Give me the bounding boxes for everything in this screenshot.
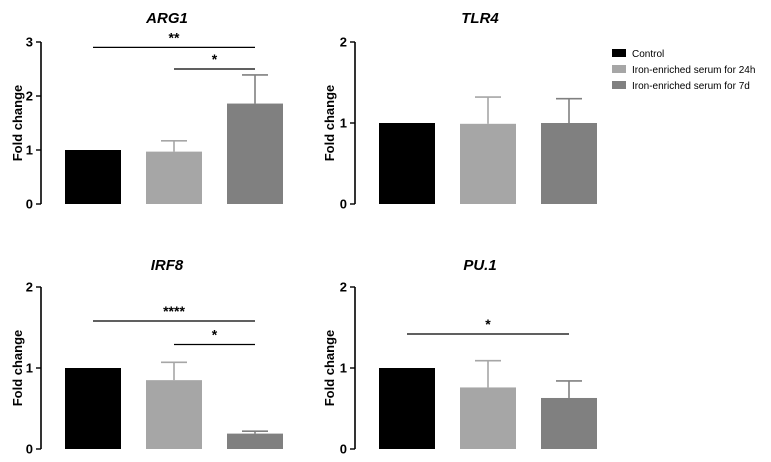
- bar: [146, 151, 202, 204]
- significance-label: **: [169, 29, 180, 45]
- y-tick-label: 1: [340, 361, 347, 376]
- chart-title: ARG1: [145, 10, 188, 27]
- y-tick-label: 3: [26, 35, 33, 50]
- legend-swatch-7d: [612, 81, 626, 89]
- significance-label: *: [212, 327, 218, 343]
- y-tick-label: 0: [340, 197, 347, 212]
- y-tick-label: 0: [340, 442, 347, 457]
- bar: [541, 397, 597, 449]
- y-tick-label: 0: [26, 197, 33, 212]
- y-axis-label: Fold change: [10, 330, 25, 407]
- y-axis-label: Fold change: [322, 330, 337, 407]
- bar: [379, 123, 435, 204]
- bar: [460, 123, 516, 204]
- bar: [460, 387, 516, 449]
- chart-title: PU.1: [463, 257, 496, 274]
- y-axis-label: Fold change: [322, 85, 337, 162]
- bar: [227, 433, 283, 449]
- y-tick-label: 0: [26, 442, 33, 457]
- legend-label-control: Control: [632, 49, 664, 60]
- legend-swatch-24h: [612, 65, 626, 73]
- significance-label: *: [485, 316, 491, 332]
- y-tick-label: 2: [26, 89, 33, 104]
- legend-label-24h: Iron-enriched serum for 24h: [632, 65, 755, 76]
- y-tick-label: 2: [340, 35, 347, 50]
- y-axis-label: Fold change: [10, 85, 25, 162]
- bar: [65, 368, 121, 449]
- significance-label: *: [212, 51, 218, 67]
- chart-pu-1: PU.1 Fold change 0 1 2 *: [322, 257, 597, 457]
- y-tick-label: 2: [26, 280, 33, 295]
- y-tick-label: 1: [26, 361, 33, 376]
- legend: Control Iron-enriched serum for 24h Iron…: [612, 49, 755, 92]
- significance-label: ****: [163, 303, 185, 319]
- y-tick-label: 1: [26, 143, 33, 158]
- y-tick-label: 2: [340, 280, 347, 295]
- bar: [379, 368, 435, 449]
- bar: [65, 150, 121, 204]
- bar: [146, 380, 202, 449]
- bar: [541, 123, 597, 204]
- bar: [227, 103, 283, 204]
- legend-label-7d: Iron-enriched serum for 7d: [632, 81, 750, 92]
- chart-title: IRF8: [151, 257, 184, 274]
- y-tick-label: 1: [340, 116, 347, 131]
- chart-title: TLR4: [461, 10, 499, 27]
- chart-tlr4: TLR4 Fold change 0 1 2: [322, 10, 597, 212]
- legend-swatch-control: [612, 49, 626, 57]
